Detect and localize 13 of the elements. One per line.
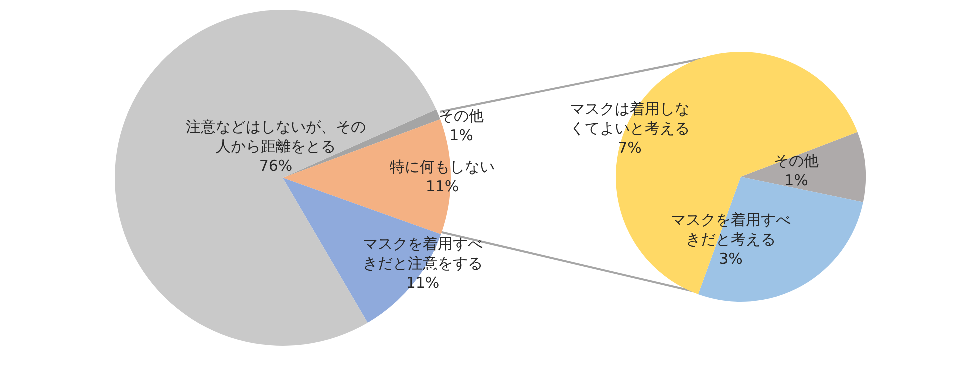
data-label: 1% [450,126,474,144]
slice-label: その他 [439,107,484,125]
slice-label: 特に何もしない [390,158,495,176]
data-label: 7% [618,139,642,157]
data-label: 76% [259,157,293,175]
pie-slice [741,132,866,202]
pie-slice [616,52,858,295]
data-label: 1% [784,172,808,190]
slice-label: マスクを着用すべきだと注意をする [363,235,483,272]
data-label: 3% [719,250,743,268]
slice-label: 注意などはしないが、その人から距離をとる [186,118,366,156]
slice-label: その他 [774,152,819,170]
data-label: 11% [406,274,440,292]
